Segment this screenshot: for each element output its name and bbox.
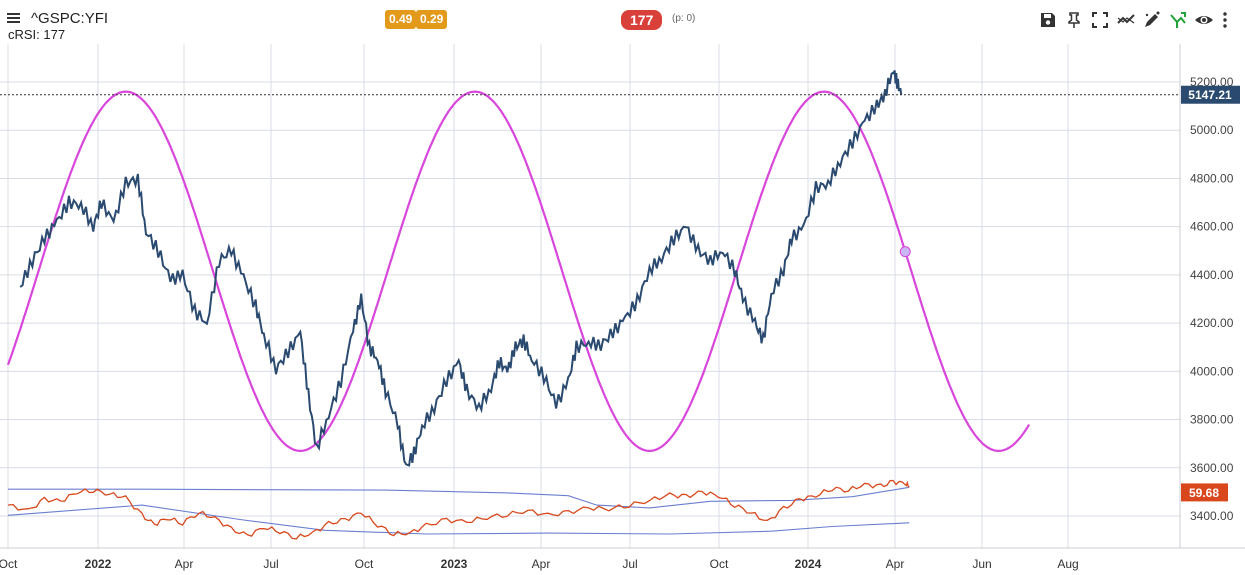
chart-toolbar: ^GSPC:YFI cRSI: 177 0.49 0.29 177 (p: 0) (0, 0, 1245, 44)
x-tick-label: 2024 (795, 557, 822, 571)
last-price-label: 5147.21 (1188, 88, 1232, 102)
y-tick-label: 3600.00 (1190, 461, 1234, 475)
indicator-label: cRSI: 177 (8, 27, 66, 42)
y-tick-label: 3400.00 (1190, 509, 1234, 523)
x-tick-label: Oct (355, 557, 374, 571)
x-tick-label: Aug (1057, 557, 1078, 571)
x-tick-label: Apr (175, 557, 194, 571)
y-tick-label: 4600.00 (1190, 220, 1234, 234)
symbol-title[interactable]: ^GSPC:YFI (31, 10, 109, 27)
cycle-line (6, 90, 1031, 453)
value-badge-2: 0.29 (416, 10, 448, 29)
crsi-value-label: 59.68 (1189, 486, 1219, 500)
eye-icon[interactable] (1194, 10, 1214, 30)
cycle-marker (899, 246, 911, 258)
draw-icon[interactable] (1142, 10, 1162, 30)
x-tick-label: Apr (886, 557, 905, 571)
cycle-length-badge: 177 (621, 10, 663, 30)
axes: 5200.00 5000.00 4800.00 4600.00 4400.00 4200.… (0, 44, 1245, 571)
y-tick-label: 4200.00 (1190, 316, 1234, 330)
last-price-label-bg (1181, 85, 1240, 104)
fullscreen-icon[interactable] (1090, 10, 1110, 30)
y-tick-label: 5200.00 (1190, 75, 1234, 89)
crsi-value-label-bg (1181, 483, 1228, 502)
menu-icon[interactable] (6, 11, 22, 25)
y-tick-label: 4800.00 (1190, 171, 1234, 185)
value-labels: 5147.21 59.68 (1181, 85, 1240, 502)
x-tick-label: Apr (532, 557, 551, 571)
x-tick-label: Jul (622, 557, 637, 571)
price-line (19, 70, 903, 467)
y-tick-label: 5000.00 (1190, 123, 1234, 137)
p-value-label: (p: 0) (672, 13, 696, 24)
crsi-lower-band (7, 504, 910, 535)
y-tick-label: 4400.00 (1190, 268, 1234, 282)
x-tick-label: Jul (263, 557, 278, 571)
cycle-icon[interactable] (1168, 10, 1188, 30)
pin-icon[interactable] (1064, 10, 1084, 30)
value-badge-1: 0.49 (385, 10, 417, 29)
x-tick-label: Oct (0, 557, 18, 571)
grid (0, 44, 1180, 548)
crsi-line (7, 479, 910, 540)
x-tick-label: 2023 (441, 557, 468, 571)
x-tick-label: Jun (972, 557, 991, 571)
x-tick-label: 2022 (85, 557, 112, 571)
more-icon[interactable] (1220, 10, 1230, 30)
save-icon[interactable] (1038, 10, 1058, 30)
x-tick-label: Oct (710, 557, 729, 571)
y-tick-label: 4000.00 (1190, 364, 1234, 378)
series (0, 70, 1180, 540)
trend-icon[interactable] (1116, 10, 1136, 30)
y-tick-label: 3800.00 (1190, 413, 1234, 427)
